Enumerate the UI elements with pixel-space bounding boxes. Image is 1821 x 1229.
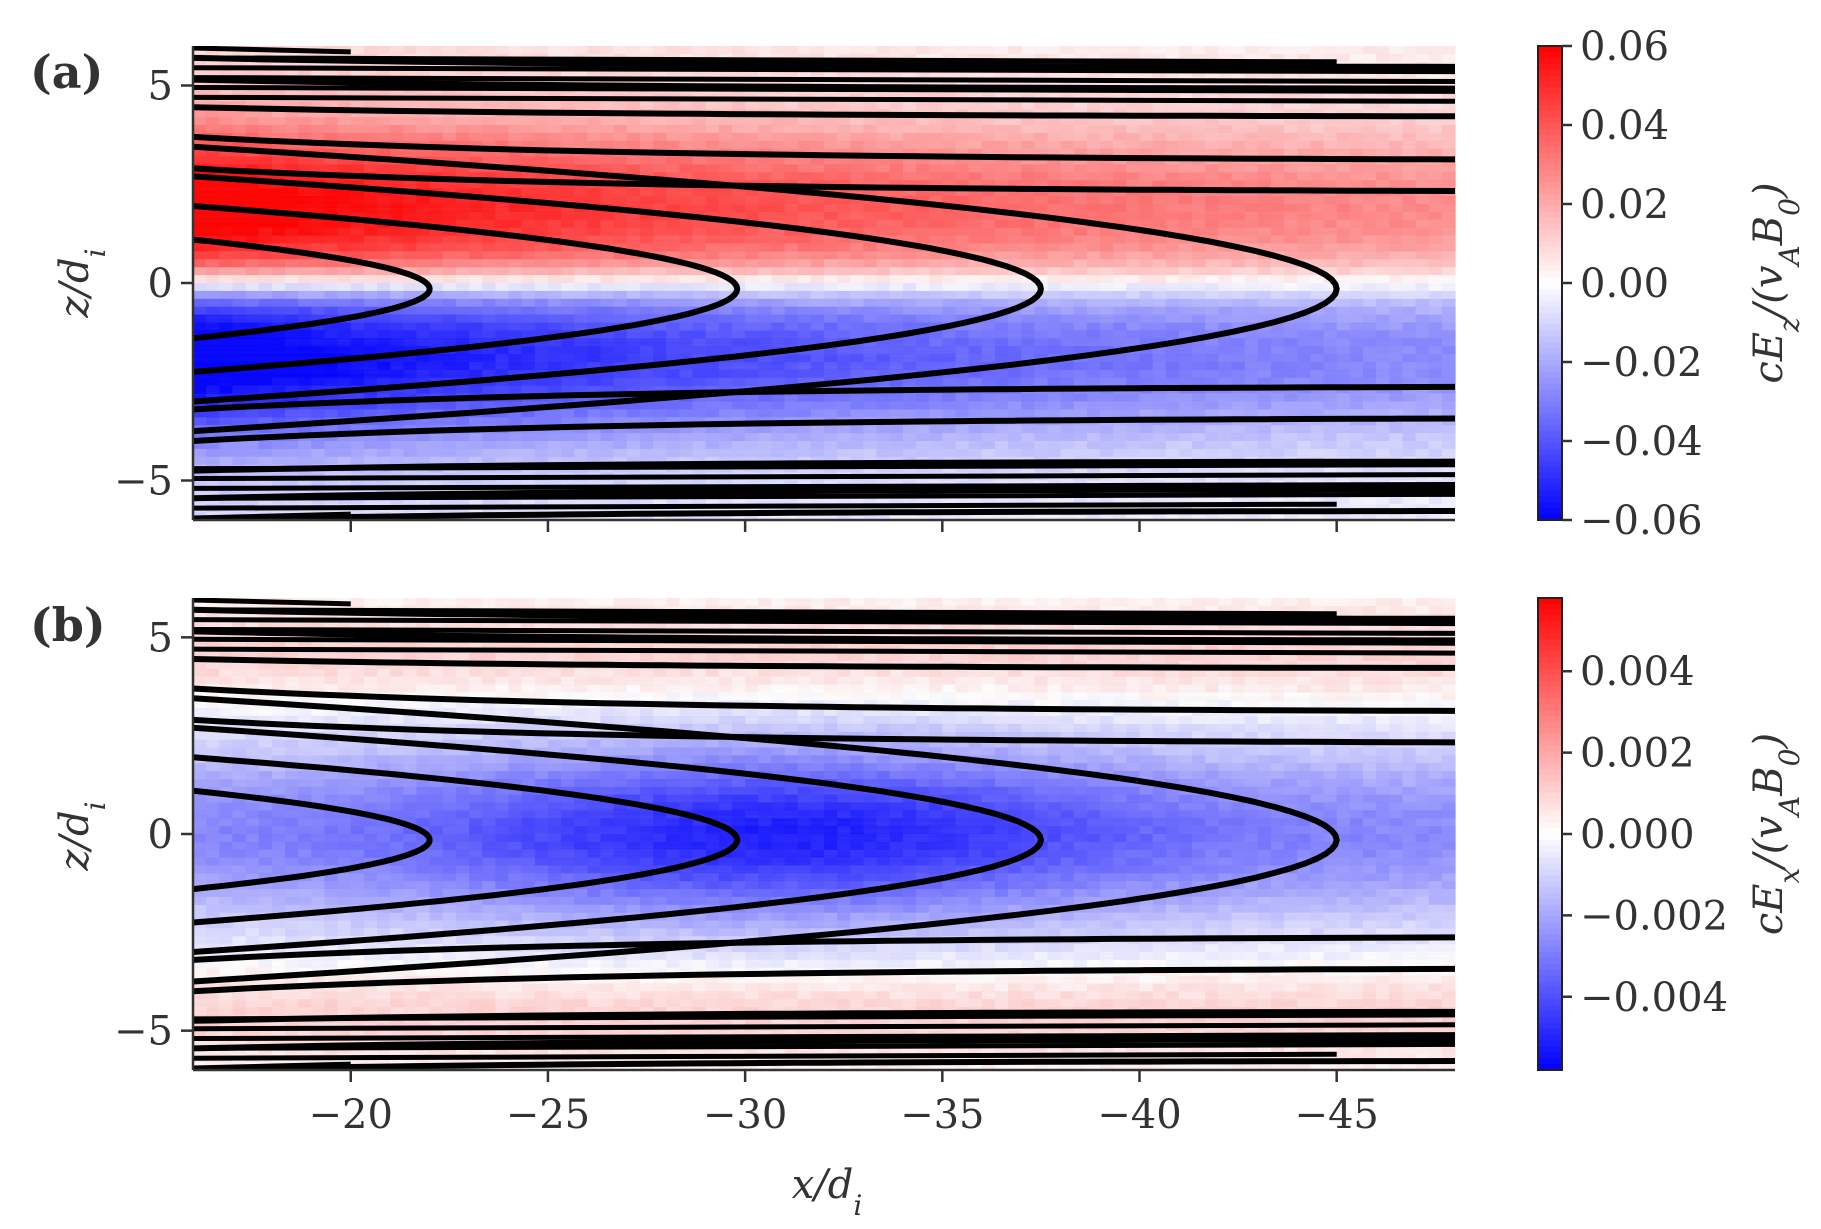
panel-label-a: (a) <box>30 45 103 99</box>
panel-a: (a) 50−5 z/di 0.060.040.020.00−0.02−0.04… <box>30 24 1806 544</box>
